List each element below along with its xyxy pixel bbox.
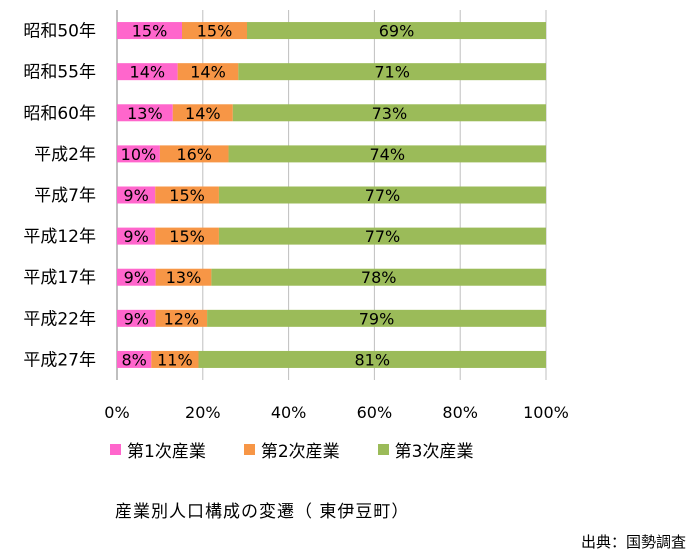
x-tick-label: 40%	[271, 403, 307, 422]
legend-swatch-secondary	[243, 444, 255, 455]
x-tick-label: 20%	[185, 403, 221, 422]
data-label: 13%	[166, 268, 202, 287]
bar-segment	[117, 268, 156, 286]
bar-segment	[172, 104, 233, 122]
legend-swatch-primary	[110, 444, 121, 455]
data-label: 9%	[123, 227, 148, 246]
data-label: 15%	[169, 186, 205, 205]
bar-segment	[182, 22, 247, 40]
x-tick-label: 80%	[442, 403, 478, 422]
bar-segment	[155, 268, 212, 286]
bar-segment	[198, 350, 546, 368]
bar-segment	[247, 22, 546, 40]
data-label: 77%	[365, 227, 401, 246]
data-label: 14%	[130, 63, 166, 82]
data-label: 9%	[124, 268, 149, 287]
bar-segment	[238, 63, 547, 81]
bar-segment	[117, 227, 156, 245]
category-label: 平成2年	[34, 145, 96, 165]
data-label: 12%	[164, 309, 200, 328]
legend-item-primary: 第1次産業	[110, 437, 206, 462]
data-label: 15%	[197, 22, 233, 41]
data-label: 15%	[169, 227, 205, 246]
category-label: 昭和55年	[23, 63, 96, 83]
bar-segment	[117, 104, 173, 122]
bar-segment	[228, 145, 547, 163]
category-label: 平成12年	[23, 227, 96, 247]
x-tick-label: 0%	[104, 403, 129, 422]
data-label: 14%	[185, 104, 221, 123]
bar-segment	[177, 63, 239, 81]
category-label: 平成22年	[23, 309, 96, 329]
data-label: 16%	[176, 145, 212, 164]
data-label: 14%	[190, 63, 226, 82]
x-tick-label: 100%	[523, 403, 569, 422]
bar-segment	[117, 186, 156, 204]
data-label: 81%	[354, 350, 390, 369]
category-label: 平成27年	[23, 350, 96, 370]
bar-segment	[155, 309, 208, 327]
data-label: 11%	[157, 350, 193, 369]
bar-segment	[117, 22, 182, 40]
bar-segment	[117, 350, 152, 368]
source-note: 出典：国勢調査	[580, 533, 686, 551]
data-label: 79%	[359, 309, 395, 328]
data-label: 9%	[124, 309, 149, 328]
legend-label-tertiary: 第3次産業	[394, 442, 474, 462]
data-label: 69%	[379, 22, 415, 41]
data-label: 10%	[121, 145, 157, 164]
data-label: 15%	[132, 22, 168, 41]
bar-segment	[155, 186, 219, 204]
bar-segment	[207, 309, 546, 327]
data-label: 13%	[127, 104, 163, 123]
legend-item-secondary: 第2次産業	[243, 437, 340, 462]
data-label: 9%	[123, 186, 148, 205]
data-label: 78%	[361, 268, 397, 287]
stacked-bar-chart: 0% 20% 40% 60% 80% 100% 昭和50年 15% 15% 69% 昭和55年 14%…	[23, 10, 569, 422]
data-label: 77%	[365, 186, 401, 205]
data-label: 73%	[372, 104, 408, 123]
legend-swatch-tertiary	[377, 444, 389, 455]
bar-segment	[117, 63, 178, 81]
bar-segment	[151, 350, 199, 368]
data-label: 8%	[121, 350, 146, 369]
legend-item-tertiary: 第3次産業	[377, 437, 474, 462]
bar-segment	[211, 268, 546, 286]
bar-segment	[117, 309, 156, 327]
bar-segment	[117, 145, 160, 163]
category-label: 平成7年	[34, 186, 96, 206]
bar-segment	[218, 227, 546, 245]
category-label: 平成17年	[23, 268, 96, 288]
bar-segment	[218, 186, 546, 204]
data-label: 74%	[369, 145, 405, 164]
chart-title: 産業別人口構成の変遷（ 東伊豆町）	[115, 502, 410, 522]
category-label: 昭和60年	[23, 104, 96, 124]
legend: 第1次産業 第2次産業 第3次産業	[110, 437, 473, 462]
legend-label-primary: 第1次産業	[127, 442, 206, 462]
legend-label-secondary: 第2次産業	[260, 442, 340, 462]
bar-segment	[155, 227, 219, 245]
category-label: 昭和50年	[23, 22, 96, 42]
data-label: 71%	[374, 63, 410, 82]
x-tick-label: 60%	[357, 403, 393, 422]
bar-segment	[159, 145, 229, 163]
bar-segment	[232, 104, 546, 122]
